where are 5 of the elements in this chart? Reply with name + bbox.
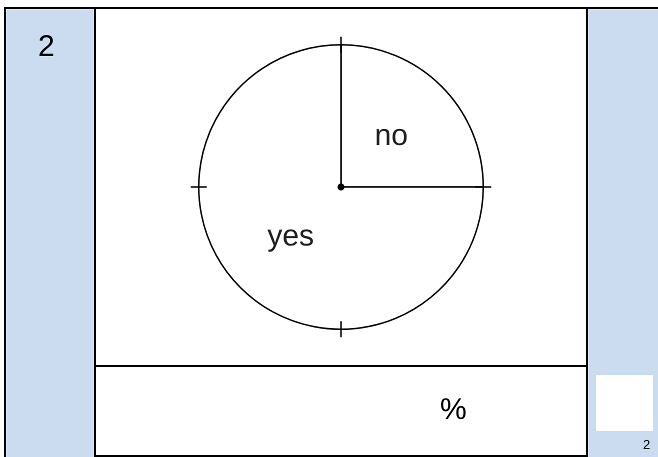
slice-label: no: [374, 118, 408, 152]
text: 2: [38, 30, 55, 64]
text: %: [440, 393, 467, 427]
text: 2: [643, 437, 650, 452]
slice-label: yes: [267, 220, 314, 253]
